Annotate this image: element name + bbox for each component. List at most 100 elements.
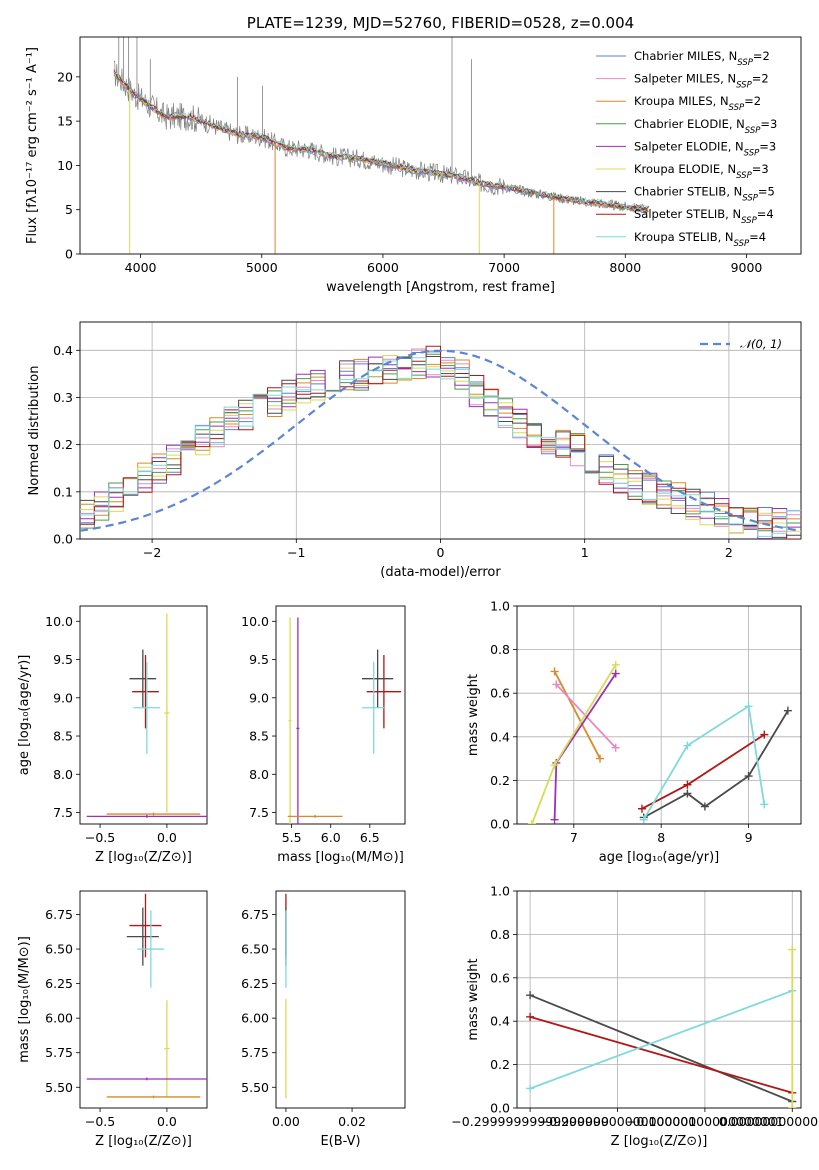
y-tick-label: 0.2 (53, 437, 73, 452)
weight-plot-area (527, 660, 792, 824)
mass-vs-age-panel: 5.5 6.0 6.5 7.5 8.0 8.5 9.0 9.5 10.0 mass [log₁₀(… (241, 605, 406, 865)
axes-frame (275, 605, 406, 825)
legend-value: =2 (744, 94, 761, 108)
legend-value: =5 (758, 185, 775, 199)
x-tick-label: 0.00 (272, 1114, 300, 1129)
axes-frame (516, 890, 802, 1109)
weight-marker (683, 741, 692, 750)
y-tick-label: 6.00 (241, 1011, 269, 1026)
legend-subscript: SSP (734, 239, 750, 249)
x-tick-label: 5000 (246, 260, 278, 275)
y-tick-label: 5 (65, 202, 73, 217)
axes-frame (79, 605, 208, 825)
weight-marker (639, 815, 648, 824)
weight-marker (550, 667, 559, 676)
y-tick-label: 0.0 (490, 817, 510, 832)
x-tick-label: −2 (143, 545, 161, 560)
y-tick-label: 0.4 (53, 343, 73, 358)
axes-frame (516, 605, 802, 825)
y-tick-label: 0.0 (490, 1101, 510, 1116)
y-tick-label: 5.50 (241, 1080, 269, 1095)
x-tick-label: 0 (437, 545, 445, 560)
weight-line-salp_miles (555, 683, 617, 749)
weight-marker (526, 1084, 535, 1093)
histogram-krou_stelib (80, 357, 801, 537)
legend-subscript: SSP (737, 58, 753, 68)
y-tick-label: 6.00 (45, 1011, 73, 1026)
weight-marker (637, 804, 646, 813)
x-tick-label: 8000 (609, 260, 641, 275)
weight-marker (596, 754, 605, 763)
y-tick-label: 5.50 (45, 1080, 73, 1095)
x-tick-label: 4000 (125, 260, 157, 275)
z-vs-mass-panel: −0.5 0.0 5.50 5.75 6.00 6.25 6.50 6.75 Z [log₁₀(… (17, 890, 208, 1149)
weight-marker (760, 730, 769, 739)
y-tick-label: 0.1 (53, 484, 73, 499)
legend-subscript: SSP (742, 194, 758, 204)
y-tick-label: 0.4 (490, 729, 510, 744)
y-tick-label: 6.25 (45, 976, 73, 991)
gaussian-reference-curve (80, 349, 799, 532)
weight-line-salp_stelib (529, 1016, 793, 1094)
x-axis-label: Z [log₁₀(Z/Z⊙)] (95, 1134, 192, 1149)
legend-label: 𝒩(0, 1) (740, 337, 782, 351)
y-axis-label: Normed distribution (27, 366, 42, 496)
x-axis-label: wavelength [Angstrom, rest frame] (326, 280, 555, 295)
y-tick-label: 10 (57, 158, 73, 173)
y-tick-label: 8.0 (249, 767, 269, 782)
x-tick-label: 9000 (731, 260, 763, 275)
x-tick-label: 0.0 (157, 1114, 177, 1129)
x-tick-label: −0.29999999999999999 (451, 1114, 609, 1129)
spectrum-title: PLATE=1239, MJD=52760, FIBERID=0528, z=0… (247, 14, 634, 32)
weight-marker (744, 702, 753, 711)
weight-plot-area (526, 945, 797, 1108)
y-axis-label: Flux [fλ10⁻¹⁷ erg cm⁻² s⁻¹ A⁻¹] (25, 47, 40, 244)
y-tick-label: 1.0 (490, 884, 510, 899)
x-tick-label: 9 (745, 830, 753, 845)
y-tick-label: 6.50 (241, 942, 269, 957)
x-axis-label: E(B-V) (320, 1134, 360, 1149)
y-tick-label: 7.5 (249, 805, 269, 820)
axes-frame (79, 890, 208, 1109)
weight-marker (611, 660, 620, 669)
y-tick-label: 9.0 (53, 690, 73, 705)
x-tick-label: 0.02 (338, 1114, 366, 1129)
x-axis-label: mass [log₁₀(M/M⊙)] (277, 850, 404, 865)
legend-subscript: SSP (736, 81, 752, 91)
errorbar-plot-area (86, 613, 207, 818)
y-tick-label: 8.0 (53, 767, 73, 782)
weight-marker (526, 991, 535, 1000)
x-tick-label: −0.10000000000000001 (626, 1114, 784, 1129)
legend-value: =4 (757, 207, 774, 221)
y-axis-label: mass [log₁₀(M/M⊙)] (17, 936, 32, 1063)
y-axis-label: mass weight (466, 674, 481, 756)
x-axis-label: Z [log₁₀(Z/Z⊙)] (611, 1134, 708, 1149)
y-tick-label: 1.0 (490, 599, 510, 614)
x-tick-label: −0.5 (85, 830, 115, 845)
x-tick-label: 7 (570, 830, 578, 845)
y-axis-label: mass weight (466, 958, 481, 1040)
weight-marker (788, 945, 797, 954)
y-tick-label: 0.2 (490, 1057, 510, 1072)
y-axis-label: age [log₁₀(age/yr)] (17, 655, 32, 776)
weight-marker (550, 815, 559, 824)
residual-plot-area (80, 345, 801, 539)
residuals-panel: −2 −1 0 1 2 0.0 0.1 0.2 0.3 0.4 (data-model)/error… (27, 321, 802, 580)
errorbar-plot-area (287, 617, 402, 824)
y-tick-label: 10.0 (45, 614, 73, 629)
y-tick-label: 8.5 (53, 729, 73, 744)
legend-value: =3 (760, 117, 777, 131)
y-tick-label: 5.75 (45, 1045, 73, 1060)
age-vs-weight-panel: 7 8 9 0.0 0.2 0.4 0.6 0.8 1.0 age [log₁₀(age/yr)]… (466, 599, 802, 865)
y-tick-label: 0.3 (53, 390, 73, 405)
x-tick-label: −0.20000000000000001 (539, 1114, 697, 1129)
y-tick-label: 20 (57, 69, 73, 84)
weight-marker (783, 706, 792, 715)
z-vs-age-panel: −0.5 0.0 7.5 8.0 8.5 9.0 9.5 10.0 Z [log₁₀(Z/Z⊙)… (17, 605, 208, 865)
z-vs-weight-panel: −0.29999999999999999−0.20000000000000001… (451, 884, 819, 1150)
y-tick-label: 6.75 (241, 907, 269, 922)
y-tick-label: 9.5 (249, 652, 269, 667)
weight-line-chab_stelib (529, 994, 793, 1103)
y-tick-label: 0.8 (490, 642, 510, 657)
